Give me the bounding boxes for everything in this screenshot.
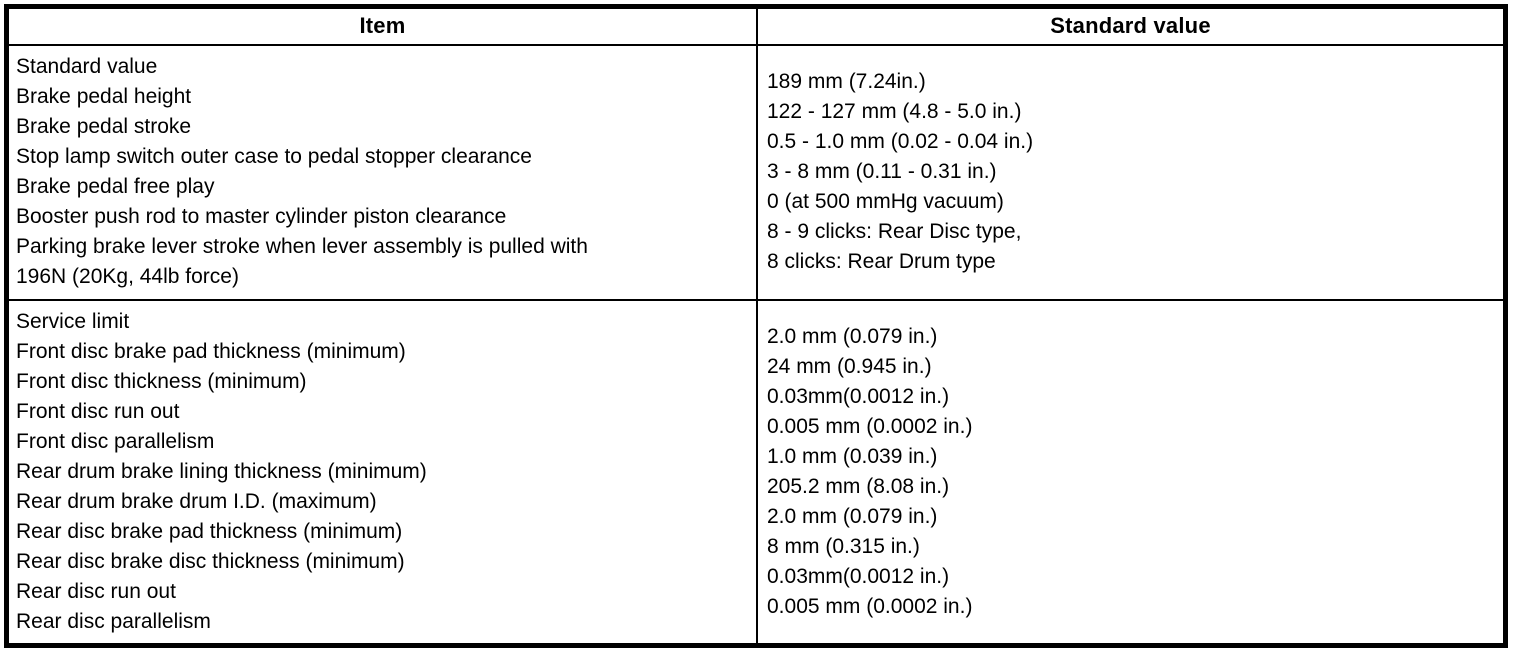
table-row-standard-value: Standard value Brake pedal height Brake …: [5, 43, 1507, 301]
service-limit-items-cell: Service limit Front disc brake pad thick…: [5, 298, 758, 646]
service-limit-values-cell: 2.0 mm (0.079 in.) 24 mm (0.945 in.) 0.0…: [756, 298, 1507, 646]
header-row: Item Standard value: [5, 5, 1507, 46]
standard-value-items-cell: Standard value Brake pedal height Brake …: [5, 43, 758, 301]
column-header-item: Item: [5, 5, 758, 46]
standard-value-value-lines: 189 mm (7.24in.) 122 - 127 mm (4.8 - 5.0…: [767, 70, 1034, 273]
standard-value-item-lines: Standard value Brake pedal height Brake …: [16, 55, 588, 288]
service-limit-item-lines: Service limit Front disc brake pad thick…: [16, 309, 427, 633]
standard-value-values-cell: 189 mm (7.24in.) 122 - 127 mm (4.8 - 5.0…: [756, 43, 1507, 301]
column-header-standard-value: Standard value: [756, 5, 1507, 46]
table-row-service-limit: Service limit Front disc brake pad thick…: [5, 298, 1507, 646]
service-limit-value-lines: 2.0 mm (0.079 in.) 24 mm (0.945 in.) 0.0…: [767, 324, 973, 618]
brake-specification-table: Item Standard value Standard value Brake…: [4, 4, 1508, 648]
